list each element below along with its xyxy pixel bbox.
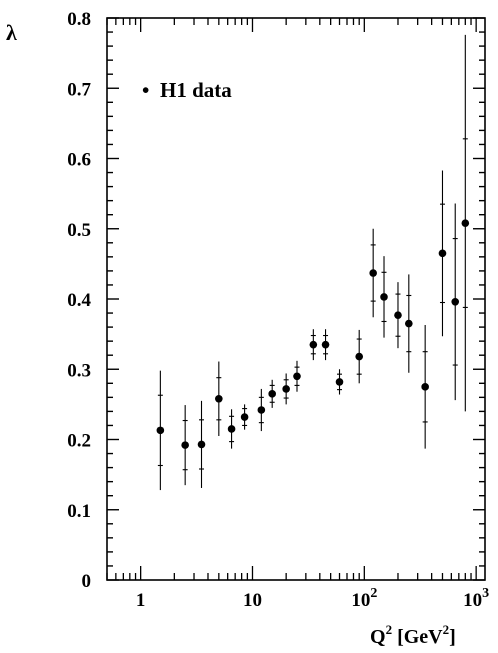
x-axis-ticks: 1 10 102 103 <box>136 586 489 611</box>
data-point <box>355 352 364 361</box>
legend: • H1 data <box>142 78 232 102</box>
data-point <box>380 293 388 301</box>
data-point <box>421 383 429 391</box>
y-tick-label: 0.3 <box>67 360 91 381</box>
data-point <box>240 413 249 421</box>
x-tick-label: 1 <box>136 590 146 611</box>
legend-marker: • <box>142 78 149 102</box>
data-point <box>461 219 470 227</box>
data-point <box>369 269 377 277</box>
data-point <box>156 426 165 435</box>
data-point <box>227 425 236 433</box>
error-bars <box>157 34 468 491</box>
y-tick-label: 0.7 <box>67 79 91 100</box>
y-tick-label: 0.8 <box>67 9 91 30</box>
y-tick-label: 0.1 <box>67 501 91 522</box>
x-axis-label-unit-close: ] <box>449 626 456 648</box>
data-point <box>451 298 460 306</box>
data-point <box>309 340 318 349</box>
data-point <box>438 249 447 258</box>
x-tick-label-exponent: 3 <box>482 586 489 601</box>
y-tick-label: 0.5 <box>67 220 91 241</box>
data-point <box>197 440 206 449</box>
x-tick-label-exponent: 2 <box>370 586 377 601</box>
x-tick-label: 103 <box>463 586 489 611</box>
x-axis-label-unit-sup: 2 <box>443 622 450 637</box>
data-point <box>394 311 402 319</box>
data-point <box>321 340 330 349</box>
data-point <box>257 406 266 414</box>
y-tick-label: 0.2 <box>67 431 91 452</box>
data-point <box>293 372 301 381</box>
minor-ticks <box>106 18 477 580</box>
y-tick-label: 0 <box>82 571 92 592</box>
y-tick-label: 0.4 <box>67 290 91 311</box>
x-tick-label-base: 1 <box>136 590 146 611</box>
legend-label: H1 data <box>160 78 232 102</box>
data-point <box>335 378 344 386</box>
x-axis-label-base: Q <box>370 626 386 648</box>
data-points <box>156 219 470 449</box>
y-tick-label: 0.6 <box>67 150 91 171</box>
x-axis-label-unit-open: [GeV <box>392 626 443 648</box>
data-point <box>215 394 223 403</box>
x-tick-label-base: 10 <box>351 590 370 611</box>
data-point <box>268 390 276 398</box>
data-point <box>181 441 189 449</box>
data-point <box>405 319 413 328</box>
plot-frame <box>106 17 486 581</box>
x-axis-label-sup: 2 <box>386 622 393 637</box>
x-tick-label-base: 10 <box>243 590 262 611</box>
plot-border <box>106 17 486 581</box>
x-tick-label: 102 <box>351 586 377 611</box>
data-point <box>282 385 290 393</box>
y-axis-label: λ <box>6 20 17 45</box>
x-tick-label-base: 10 <box>463 590 482 611</box>
x-axis-label: Q2 [GeV2] <box>370 622 456 648</box>
y-axis-ticks: 0 0.1 0.2 0.3 0.4 0.5 0.6 0.7 0.8 <box>67 9 485 592</box>
x-tick-label: 10 <box>243 590 262 611</box>
